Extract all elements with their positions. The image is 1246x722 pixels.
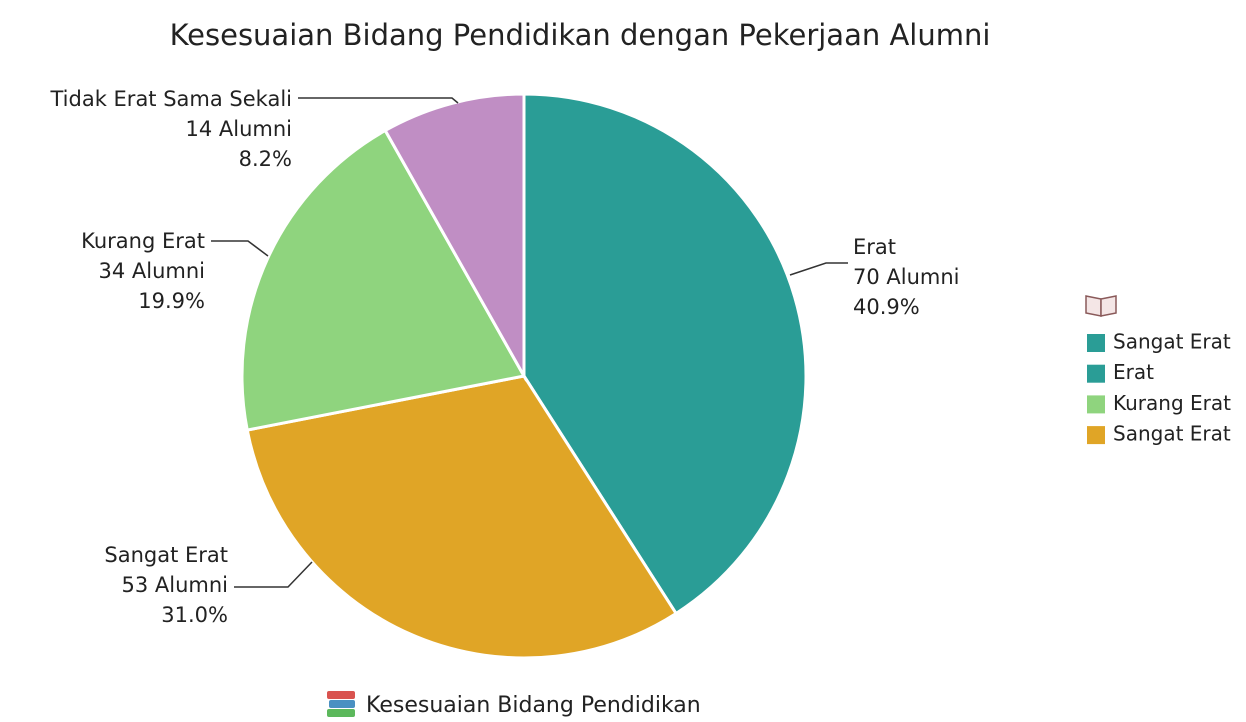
footer-text: Kesesuaian Bidang Pendidikan [366, 693, 701, 718]
percent-label: 19.9% [138, 289, 205, 313]
legend-label: Erat [1113, 360, 1154, 384]
legend-swatch [1087, 364, 1105, 383]
footer-icon [327, 691, 355, 717]
pie-slice [383, 92, 526, 382]
value-label: 70 Alumni [853, 265, 960, 289]
leader-line [234, 561, 313, 588]
legend-swatch [1087, 395, 1105, 414]
leader-line [789, 262, 848, 276]
legend-icon [1085, 295, 1117, 317]
percent-label: 8.2% [239, 147, 292, 171]
percent-label: 40.9% [853, 295, 920, 319]
pie-slice [240, 128, 527, 432]
value-label: 34 Alumni [98, 259, 205, 283]
slice-label: Sangat Erat [104, 543, 228, 567]
legend-swatch [1087, 334, 1105, 352]
percent-label: 31.0% [161, 603, 228, 627]
slice-label: Tidak Erat Sama Sekali [49, 87, 292, 111]
slice-label: Erat [853, 235, 896, 259]
slice-label: Kurang Erat [81, 229, 205, 253]
legend-label: Sangat Erat [1113, 422, 1231, 446]
value-label: 14 Alumni [185, 117, 292, 141]
value-label: 53 Alumni [121, 573, 228, 597]
chart-title: Kesesuaian Bidang Pendidikan dengan Peke… [170, 18, 991, 52]
leader-line [298, 97, 459, 104]
legend-label: Sangat Erat [1113, 330, 1231, 354]
pie-slice [245, 374, 679, 660]
legend-label: Kurang Erat [1113, 391, 1231, 415]
legend-swatch [1087, 426, 1105, 445]
leader-line [211, 240, 269, 257]
